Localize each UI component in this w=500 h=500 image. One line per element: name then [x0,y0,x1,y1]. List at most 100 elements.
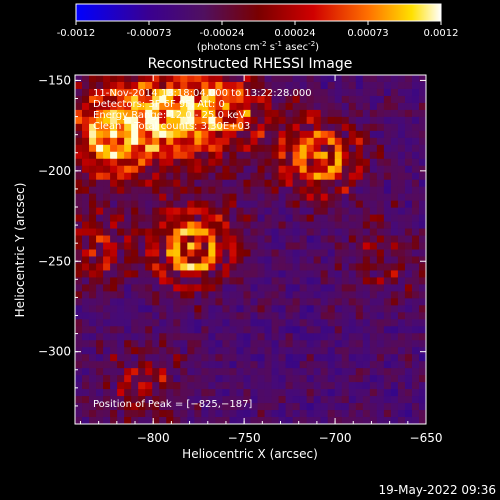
heatmap-cell [271,382,279,390]
heatmap-cell [208,375,216,383]
heatmap-cell [334,319,343,327]
heatmap-cell [110,354,118,362]
heatmap-cell [390,214,399,222]
heatmap-cell [327,228,336,236]
heatmap-cell [264,326,272,334]
heatmap-cell [418,333,427,341]
heatmap-cell [173,312,181,320]
heatmap-cell [159,137,167,146]
heatmap-cell [124,396,132,404]
heatmap-cell [355,228,364,236]
heatmap-cell [110,137,118,146]
heatmap-cell [320,144,329,153]
heatmap-cell [369,151,378,160]
heatmap-cell [306,172,315,181]
heatmap-cell [313,319,322,327]
y-tick-label: −200 [38,164,71,178]
heatmap-cell [243,151,251,160]
heatmap-cell [362,137,371,146]
heatmap-cell [299,207,308,215]
heatmap-cell [208,333,216,341]
heatmap-cell [257,116,265,125]
heatmap-cell [362,284,371,292]
heatmap-cell [306,123,315,132]
heatmap-cell [89,291,97,299]
heatmap-cell [369,277,378,285]
heatmap-cell [222,109,230,118]
heatmap-cell [138,102,146,111]
heatmap-cell [82,298,90,306]
heatmap-cell [278,298,286,306]
heatmap-cell [418,403,427,411]
heatmap-cell [285,186,294,195]
heatmap-cell [201,270,209,278]
heatmap-cell [131,214,139,222]
heatmap-cell [292,242,301,250]
heatmap-cell [222,277,230,285]
heatmap-cell [194,158,202,167]
heatmap-cell [369,95,378,104]
heatmap-cell [89,312,97,320]
heatmap-cell [341,284,350,292]
heatmap-cell [159,116,167,125]
heatmap-cell [229,200,237,209]
heatmap-cell [292,375,301,383]
heatmap-cell [362,333,371,341]
heatmap-cell [236,333,244,341]
heatmap-cell [376,186,385,195]
heatmap-cell [96,221,104,229]
heatmap-cell [404,312,413,320]
heatmap-cell [292,319,301,327]
heatmap-cell [201,81,209,90]
heatmap-cell [173,368,181,376]
heatmap-cell [75,389,83,397]
heatmap-cell [131,228,139,236]
heatmap-cell [138,221,146,229]
heatmap-cell [145,389,153,397]
heatmap-cell [75,81,83,90]
heatmap-cell [187,256,195,264]
heatmap-cell [369,158,378,167]
heatmap-cell [418,109,427,118]
heatmap-cell [383,340,392,348]
heatmap-cell [82,284,90,292]
heatmap-cell [82,305,90,313]
heatmap-cell [82,200,90,209]
heatmap-cell [117,410,125,418]
heatmap-cell [187,354,195,362]
heatmap-cell [75,249,83,257]
heatmap-cell [96,347,104,355]
heatmap-cell [264,235,272,243]
heatmap-cell [341,410,350,418]
heatmap-cell [222,305,230,313]
heatmap-cell [89,81,97,90]
heatmap-cell [82,270,90,278]
heatmap-cell [180,277,188,285]
heatmap-cell [271,228,279,236]
heatmap-cell [341,235,350,243]
heatmap-cell [404,235,413,243]
heatmap-cell [271,291,279,299]
heatmap-cell [306,88,315,97]
heatmap-cell [376,207,385,215]
heatmap-cell [418,193,427,202]
heatmap-cell [194,193,202,202]
heatmap-cell [89,242,97,250]
heatmap-cell [75,151,83,160]
heatmap-cell [180,137,188,146]
heatmap-cell [299,263,308,271]
heatmap-cell [75,144,83,153]
heatmap-cell [334,333,343,341]
heatmap-cell [383,165,392,174]
heatmap-cell [390,354,399,362]
heatmap-cell [152,368,160,376]
heatmap-cell [117,116,125,125]
heatmap-cell [257,102,265,111]
heatmap-cell [96,242,104,250]
heatmap-cell [285,298,294,306]
heatmap-cell [236,151,244,160]
heatmap-cell [117,361,125,369]
heatmap-cell [124,270,132,278]
heatmap-cell [264,375,272,383]
heatmap-cell [152,284,160,292]
